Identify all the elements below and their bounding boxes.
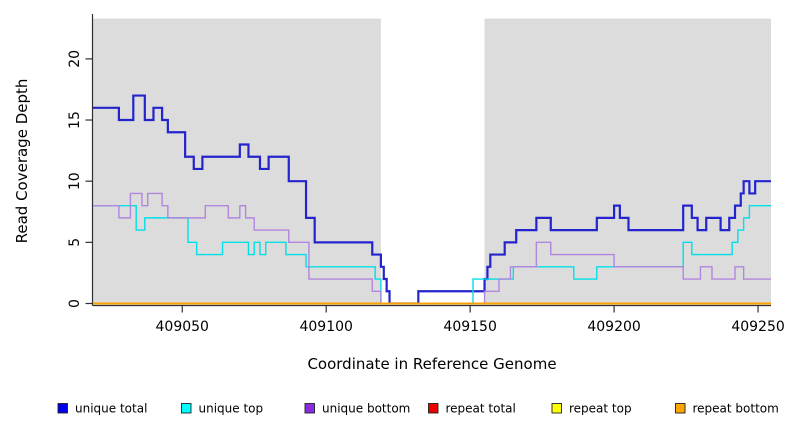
- x-tick-label: 409100: [299, 319, 352, 335]
- x-tick-label: 409250: [731, 319, 784, 335]
- legend-item-repeat-total: repeat total: [428, 402, 516, 416]
- legend-label-repeat-bottom: repeat bottom: [693, 402, 779, 416]
- x-tick-label: 409200: [587, 319, 640, 335]
- legend-item-unique-bottom: unique bottom: [304, 402, 410, 416]
- legend-label-unique-total: unique total: [75, 402, 147, 416]
- mask-band: [380, 18, 485, 304]
- series-group: [93, 94, 771, 305]
- axes: [85, 14, 771, 313]
- x-axis-title: Coordinate in Reference Genome: [307, 355, 556, 373]
- legend-label-unique-top: unique top: [199, 402, 264, 416]
- legend-label-repeat-total: repeat total: [446, 402, 516, 416]
- legend-label-unique-bottom: unique bottom: [322, 402, 410, 416]
- y-tick-label: 10: [67, 172, 83, 190]
- legend-swatch-unique-top: [181, 403, 192, 414]
- y-tick-label: 0: [67, 299, 83, 308]
- y-tick-label: 15: [67, 111, 83, 129]
- legend: unique total unique top unique bottom repea…: [57, 402, 779, 416]
- series-line-unique-top: [93, 204, 771, 305]
- x-tick-label: 409050: [156, 319, 209, 335]
- series-line-unique-bottom: [93, 192, 771, 305]
- legend-item-unique-total: unique total: [57, 402, 147, 416]
- legend-swatch-repeat-total: [428, 403, 439, 414]
- legend-item-unique-top: unique top: [181, 402, 264, 416]
- legend-label-repeat-top: repeat top: [569, 402, 632, 416]
- y-tick-label: 5: [67, 238, 83, 247]
- x-tick-label: 409150: [443, 319, 496, 335]
- legend-swatch-unique-bottom: [304, 403, 315, 414]
- legend-swatch-unique-total: [57, 403, 68, 414]
- y-axis-title: Read Coverage Depth: [13, 79, 31, 244]
- legend-item-repeat-bottom: repeat bottom: [675, 402, 779, 416]
- legend-swatch-repeat-top: [551, 403, 562, 414]
- legend-swatch-repeat-bottom: [675, 403, 686, 414]
- legend-item-repeat-top: repeat top: [551, 402, 632, 416]
- y-tick-label: 20: [67, 50, 83, 68]
